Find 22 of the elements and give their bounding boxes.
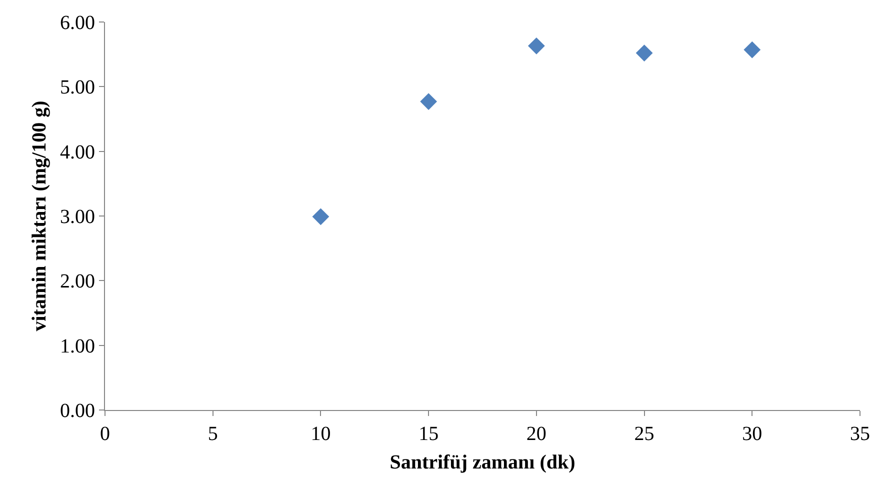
point bbox=[312, 208, 330, 226]
point bbox=[636, 44, 653, 62]
x-tick-label: 5 bbox=[208, 423, 218, 445]
y-axis-title: vitamin miktarı (mg/100 g) bbox=[28, 100, 50, 332]
y-tick-label: 0.00 bbox=[60, 400, 95, 422]
x-tick-label: 0 bbox=[100, 423, 110, 445]
point bbox=[744, 41, 761, 58]
point bbox=[420, 93, 438, 110]
x-tick-label: 10 bbox=[310, 423, 331, 445]
x-tick-label: 35 bbox=[850, 423, 870, 445]
y-tick-label: 5.00 bbox=[60, 76, 95, 99]
y-tick-label: 3.00 bbox=[60, 206, 95, 228]
x-tick-label: 25 bbox=[634, 423, 654, 445]
x-tick-label: 20 bbox=[526, 423, 546, 445]
y-tick-label: 4.00 bbox=[60, 141, 95, 164]
x-axis-title: Santrifüj zamanı (dk) bbox=[390, 452, 576, 474]
y-tick-label: 1.00 bbox=[60, 335, 95, 358]
y-tick-label: 2.00 bbox=[60, 270, 95, 293]
y-tick-label: 6.00 bbox=[60, 12, 95, 34]
x-tick-label: 15 bbox=[418, 423, 439, 445]
point bbox=[528, 37, 545, 54]
x-tick-label: 30 bbox=[742, 423, 762, 445]
